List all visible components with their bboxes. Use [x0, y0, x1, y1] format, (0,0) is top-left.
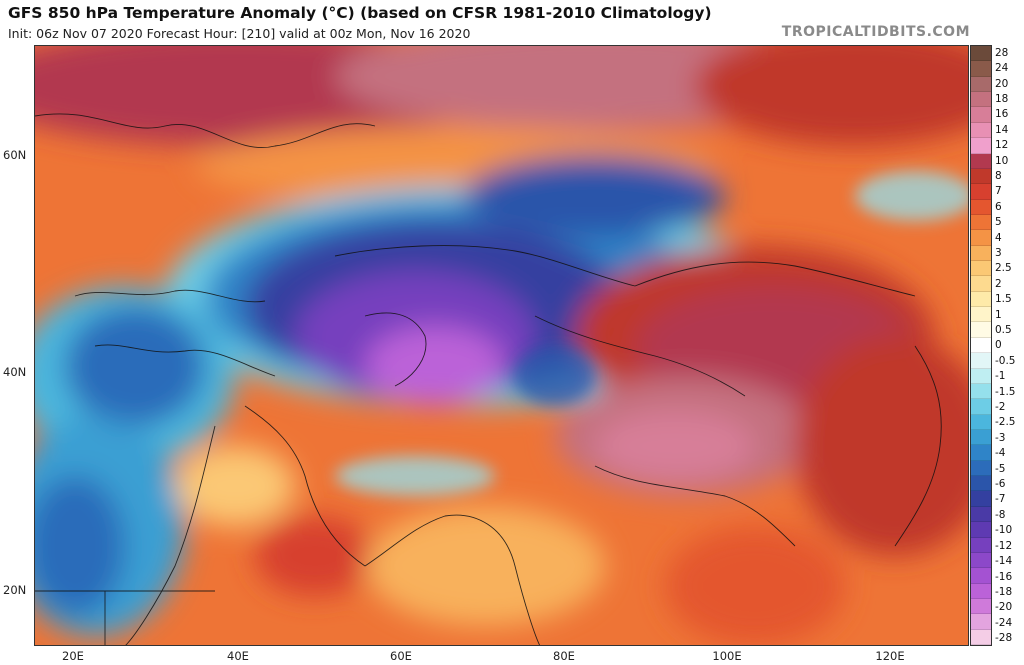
colorbar-swatch: [971, 245, 991, 262]
colorbar-swatch: [971, 429, 991, 446]
colorbar-level-label: -12: [995, 539, 1013, 552]
colorbar-level-label: -10: [995, 524, 1013, 537]
colorbar-swatch: [971, 598, 991, 615]
colorbar-level-label: 1.5: [995, 293, 1012, 306]
colorbar-level-label: -28: [995, 632, 1013, 645]
colorbar-swatch: [971, 307, 991, 323]
anomaly-field: [35, 46, 968, 645]
colorbar-swatch: [971, 368, 991, 384]
colorbar-swatch: [971, 399, 991, 415]
colorbar-level-label: 20: [995, 77, 1009, 90]
colorbar-swatch: [971, 568, 991, 584]
colorbar-swatch: [971, 261, 991, 277]
colorbar-swatch: [971, 445, 991, 461]
colorbar-level-label: -7: [995, 493, 1006, 506]
colorbar-level-label: 2.5: [995, 262, 1012, 275]
colorbar-level-label: 5: [995, 216, 1002, 229]
colorbar-swatch: [971, 353, 991, 369]
colorbar-level-label: 7: [995, 185, 1002, 198]
colorbar-swatch: [971, 614, 991, 630]
colorbar-swatch: [971, 46, 991, 62]
colorbar-swatch: [971, 583, 991, 599]
colorbar-swatch: [971, 199, 991, 215]
colorbar-level-label: 1: [995, 308, 1002, 321]
colorbar-level-label: 18: [995, 92, 1009, 105]
colorbar-level-label: 6: [995, 200, 1002, 213]
colorbar-level-label: -16: [995, 570, 1013, 583]
lon-label-120e: 120E: [875, 649, 905, 663]
lon-label-40e: 40E: [227, 649, 249, 663]
lon-label-80e: 80E: [553, 649, 575, 663]
colorbar: [970, 45, 992, 646]
colorbar-level-label: -24: [995, 616, 1013, 629]
colorbar-swatch: [971, 383, 991, 400]
colorbar-swatch: [971, 153, 991, 169]
colorbar-level-label: -8: [995, 508, 1006, 521]
colorbar-swatch: [971, 61, 991, 77]
colorbar-swatch: [971, 506, 991, 523]
colorbar-swatch: [971, 122, 991, 139]
colorbar-level-label: 14: [995, 123, 1009, 136]
colorbar-swatch: [971, 276, 991, 292]
lon-label-20e: 20E: [62, 649, 84, 663]
colorbar-swatch: [971, 491, 991, 507]
colorbar-level-label: 8: [995, 169, 1002, 182]
colorbar-swatch: [971, 76, 991, 93]
lat-label-40n: 40N: [3, 365, 27, 379]
colorbar-level-label: -4: [995, 447, 1006, 460]
colorbar-level-label: -2.5: [995, 416, 1016, 429]
colorbar-swatch: [971, 92, 991, 108]
colorbar-level-label: 0.5: [995, 324, 1012, 337]
colorbar-swatch: [971, 214, 991, 231]
colorbar-swatch: [971, 629, 991, 646]
colorbar-swatch: [971, 291, 991, 308]
colorbar-level-label: 4: [995, 231, 1002, 244]
colorbar-level-label: 24: [995, 62, 1009, 75]
colorbar-level-label: -6: [995, 478, 1006, 491]
colorbar-swatch: [971, 460, 991, 477]
colorbar-swatch: [971, 138, 991, 154]
colorbar-level-label: -18: [995, 585, 1013, 598]
map-title: GFS 850 hPa Temperature Anomaly (°C) (ba…: [8, 4, 712, 22]
colorbar-swatch: [971, 552, 991, 569]
colorbar-level-label: -1.5: [995, 385, 1016, 398]
colorbar-level-label: -3: [995, 431, 1006, 444]
anomaly-map: [34, 45, 969, 646]
forecast-info: Init: 06z Nov 07 2020 Forecast Hour: [21…: [8, 26, 471, 41]
colorbar-level-label: 10: [995, 154, 1009, 167]
colorbar-swatch: [971, 168, 991, 185]
lon-label-60e: 60E: [390, 649, 412, 663]
colorbar-level-label: 0: [995, 339, 1002, 352]
colorbar-level-label: -2: [995, 401, 1006, 414]
colorbar-level-label: -20: [995, 601, 1013, 614]
colorbar-swatch: [971, 414, 991, 430]
colorbar-level-label: 3: [995, 246, 1002, 259]
lat-label-20n: 20N: [3, 583, 27, 597]
colorbar-swatch: [971, 230, 991, 246]
colorbar-swatch: [971, 322, 991, 338]
colorbar-level-label: -5: [995, 462, 1006, 475]
colorbar-swatch: [971, 537, 991, 553]
colorbar-level-label: 16: [995, 108, 1009, 121]
colorbar-level-label: 28: [995, 46, 1009, 59]
colorbar-labels: 28 24 20 18 16 14 12 10 8 7 6 5 4 3 2.5 2 1.5 1 0.5 0 -0.5 -1…: [995, 45, 1024, 646]
colorbar-level-label: -0.5: [995, 354, 1016, 367]
colorbar-swatch: [971, 184, 991, 200]
colorbar-level-label: 12: [995, 139, 1009, 152]
colorbar-swatch: [971, 107, 991, 123]
colorbar-level-label: 2: [995, 277, 1002, 290]
colorbar-swatch: [971, 476, 991, 492]
lat-label-60n: 60N: [3, 148, 27, 162]
colorbar-swatch: [971, 337, 991, 354]
colorbar-swatch: [971, 522, 991, 538]
source-credit: TROPICALTIDBITS.COM: [781, 24, 970, 40]
lon-label-100e: 100E: [712, 649, 742, 663]
colorbar-level-label: -14: [995, 555, 1013, 568]
colorbar-level-label: -1: [995, 370, 1006, 383]
